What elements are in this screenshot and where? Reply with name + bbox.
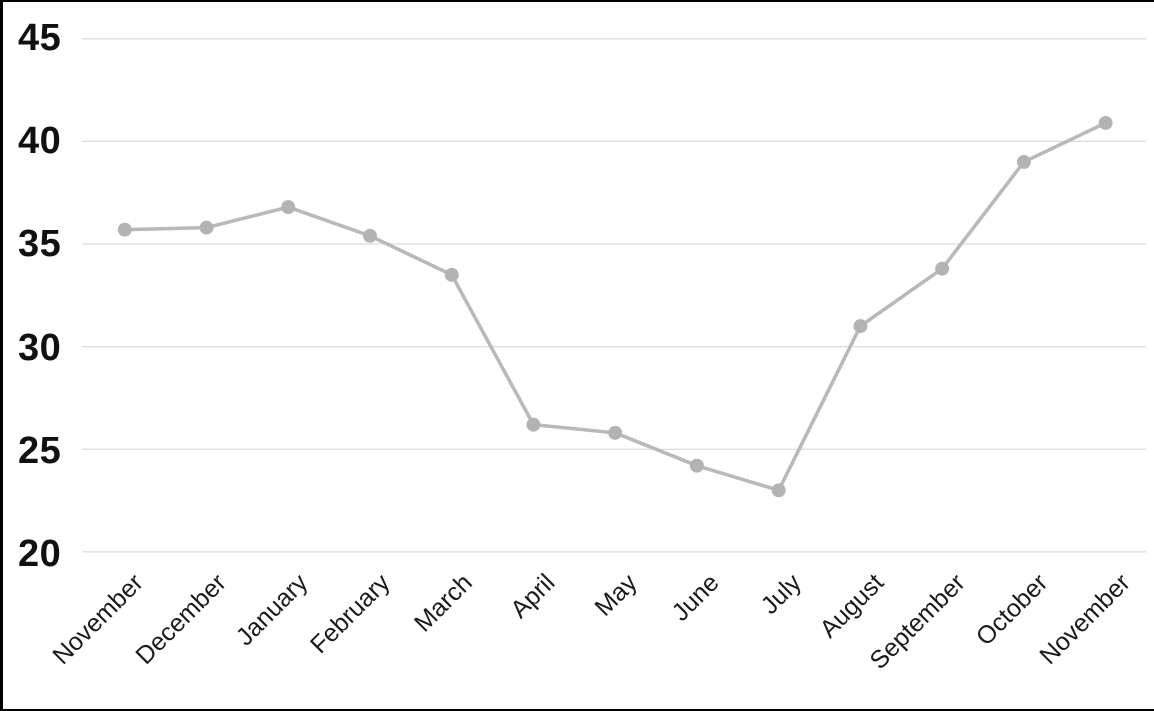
data-point-marker [853, 319, 868, 334]
y-axis-tick-label: 30 [18, 326, 62, 369]
data-point-marker [1098, 115, 1113, 130]
data-point-marker [771, 483, 786, 498]
chart-plot-area [82, 38, 1147, 553]
y-axis-tick-label: 45 [18, 17, 62, 60]
y-axis-tick-label: 35 [18, 223, 62, 266]
data-point-marker [1016, 154, 1031, 169]
y-axis-tick-label: 25 [18, 430, 62, 473]
data-point-marker [363, 228, 377, 243]
data-point-marker [117, 222, 132, 237]
data-point-marker [935, 261, 950, 276]
data-point-marker [526, 417, 541, 432]
y-axis-tick-label: 40 [18, 120, 62, 163]
data-point-marker [199, 220, 214, 235]
data-point-marker [281, 200, 296, 215]
y-axis-tick-label: 20 [18, 533, 62, 576]
data-point-marker [608, 425, 623, 440]
data-point-marker [444, 267, 459, 282]
data-point-marker [689, 458, 704, 473]
